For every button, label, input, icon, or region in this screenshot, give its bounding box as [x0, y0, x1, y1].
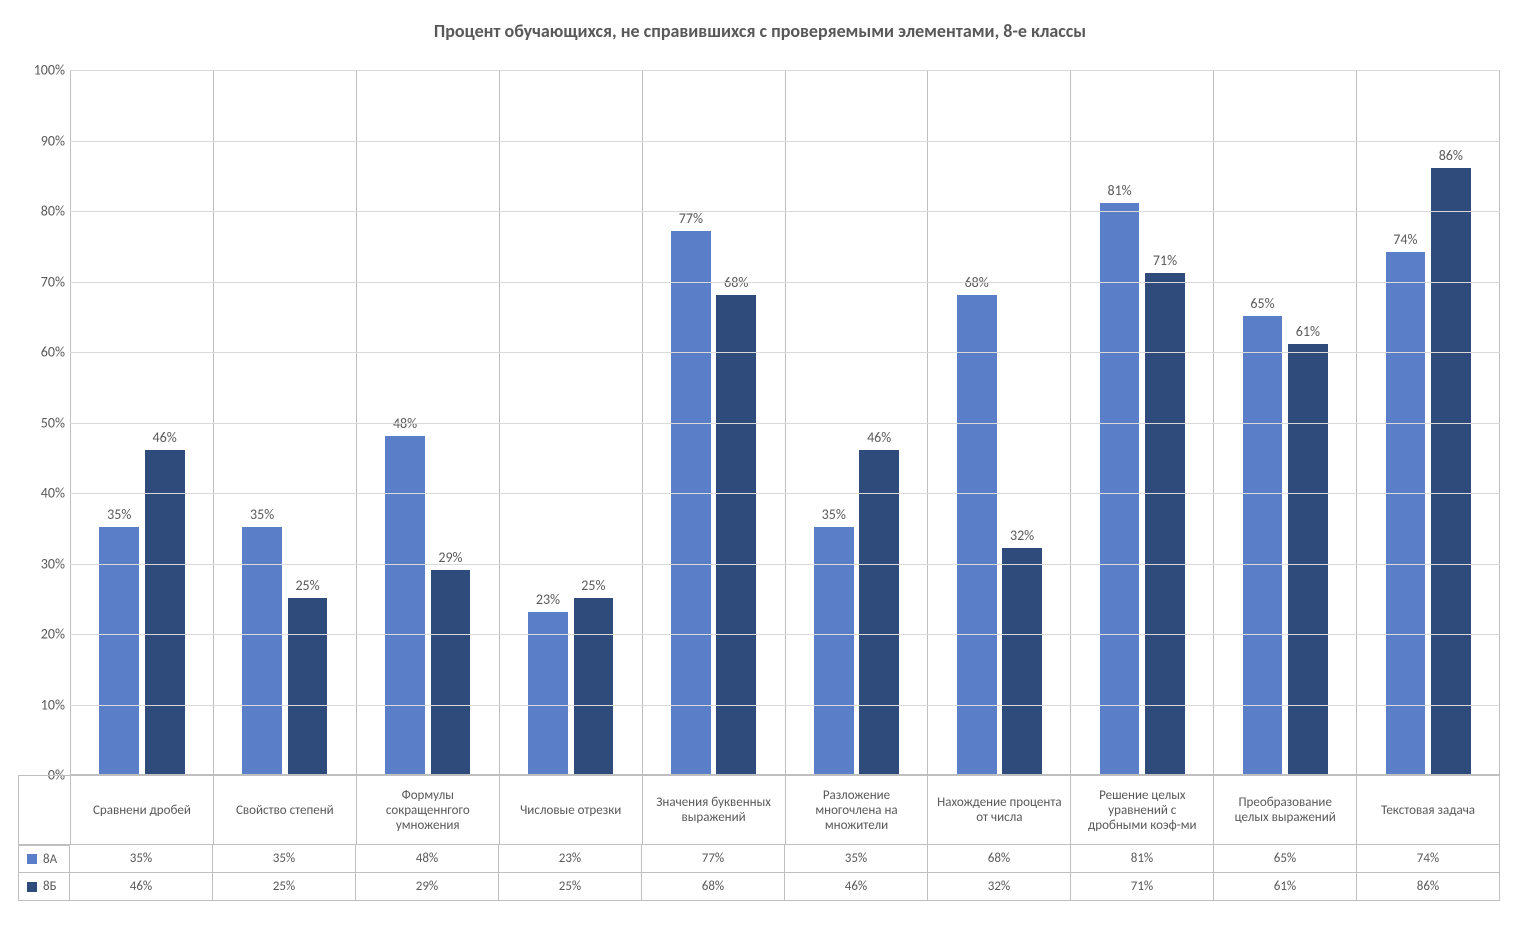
table-value: 46%	[785, 873, 928, 901]
bar	[574, 598, 614, 774]
bar	[1288, 344, 1328, 774]
y-tick-label: 30%	[20, 555, 65, 572]
category-label: Преобразование целых выражений	[1214, 775, 1357, 845]
legend-swatch-icon	[27, 882, 37, 892]
table-row: 8А35%35%48%23%77%35%68%81%65%74%	[18, 845, 1500, 873]
bar	[957, 295, 997, 774]
bar	[431, 570, 471, 774]
bar	[528, 612, 568, 774]
gridline	[70, 493, 1500, 494]
y-tick-label: 10%	[20, 696, 65, 713]
category-label: Значения буквенных выражений	[643, 775, 786, 845]
value-label: 35%	[89, 506, 149, 523]
legend-cell: 8А	[18, 845, 70, 873]
category-label: Числовые отрезки	[500, 775, 643, 845]
bar	[1386, 252, 1426, 774]
table-value: 35%	[785, 845, 928, 873]
bar	[716, 295, 756, 774]
table-value: 46%	[70, 873, 213, 901]
category-label: Решение целых уравнений с дробными коэф-…	[1071, 775, 1214, 845]
bar	[145, 450, 185, 774]
gridline	[70, 282, 1500, 283]
category-label: Нахождение процента от числа	[928, 775, 1071, 845]
gridline	[70, 211, 1500, 212]
y-tick-label: 80%	[20, 203, 65, 220]
value-label: 25%	[278, 577, 338, 594]
gridline	[70, 70, 1500, 71]
gridline	[70, 352, 1500, 353]
table-value: 68%	[642, 873, 785, 901]
table-row: 8Б46%25%29%25%68%46%32%71%61%86%	[18, 873, 1500, 901]
gridline	[70, 705, 1500, 706]
category-label: Разложение многочлена на множители	[786, 775, 929, 845]
table-value: 25%	[499, 873, 642, 901]
table-value: 29%	[356, 873, 499, 901]
value-label: 81%	[1090, 182, 1150, 199]
bar	[1431, 168, 1471, 774]
value-label: 32%	[992, 527, 1052, 544]
plot-area: 35%46%35%25%48%29%23%25%77%68%35%46%68%3…	[70, 70, 1500, 775]
value-label: 77%	[661, 210, 721, 227]
chart-title: Процент обучающихся, не справившихся с п…	[0, 20, 1520, 42]
value-label: 46%	[849, 429, 909, 446]
table-value: 25%	[213, 873, 356, 901]
table-value: 23%	[499, 845, 642, 873]
table-value: 81%	[1071, 845, 1214, 873]
category-labels-row: Сравнени дробейСвойство степенйФормулы с…	[70, 775, 1500, 845]
table-value: 48%	[356, 845, 499, 873]
category-label: Текстовая задача	[1357, 775, 1500, 845]
value-label: 74%	[1375, 231, 1435, 248]
y-tick-label: 40%	[20, 485, 65, 502]
legend-swatch-icon	[27, 854, 37, 864]
bar	[1002, 548, 1042, 774]
gridline	[70, 634, 1500, 635]
table-value: 65%	[1214, 845, 1357, 873]
gridline	[70, 564, 1500, 565]
value-label: 35%	[804, 506, 864, 523]
bar	[671, 231, 711, 774]
bar	[1145, 273, 1185, 774]
bar	[288, 598, 328, 774]
gridline	[70, 141, 1500, 142]
table-value: 86%	[1357, 873, 1500, 901]
value-label: 25%	[563, 577, 623, 594]
value-label: 61%	[1278, 323, 1338, 340]
table-value: 71%	[1071, 873, 1214, 901]
table-value: 74%	[1357, 845, 1500, 873]
bar	[1100, 203, 1140, 774]
legend-series-name: 8Б	[43, 879, 57, 894]
gridline	[70, 423, 1500, 424]
table-value: 32%	[928, 873, 1071, 901]
y-tick-label: 50%	[20, 414, 65, 431]
category-label: Формулы сокращеннгого умножения	[357, 775, 500, 845]
y-tick-label: 20%	[20, 626, 65, 643]
chart-container: Процент обучающихся, не справившихся с п…	[0, 0, 1520, 937]
table-value: 68%	[928, 845, 1071, 873]
table-value: 61%	[1214, 873, 1357, 901]
legend-cell: 8Б	[18, 873, 70, 901]
bar	[859, 450, 899, 774]
y-tick-label: 70%	[20, 273, 65, 290]
table-value: 35%	[70, 845, 213, 873]
category-label: Свойство степенй	[214, 775, 357, 845]
value-label: 71%	[1135, 252, 1195, 269]
table-corner-filler	[18, 775, 70, 845]
value-label: 35%	[232, 506, 292, 523]
bar	[385, 436, 425, 774]
category-label: Сравнени дробей	[70, 775, 214, 845]
y-tick-label: 60%	[20, 344, 65, 361]
value-label: 86%	[1421, 147, 1481, 164]
y-tick-label: 100%	[20, 62, 65, 79]
data-table: 8А35%35%48%23%77%35%68%81%65%74%8Б46%25%…	[18, 845, 1500, 901]
value-label: 65%	[1232, 295, 1292, 312]
legend-series-name: 8А	[43, 852, 57, 867]
value-label: 46%	[135, 429, 195, 446]
y-tick-label: 90%	[20, 132, 65, 149]
table-value: 35%	[213, 845, 356, 873]
table-value: 77%	[642, 845, 785, 873]
